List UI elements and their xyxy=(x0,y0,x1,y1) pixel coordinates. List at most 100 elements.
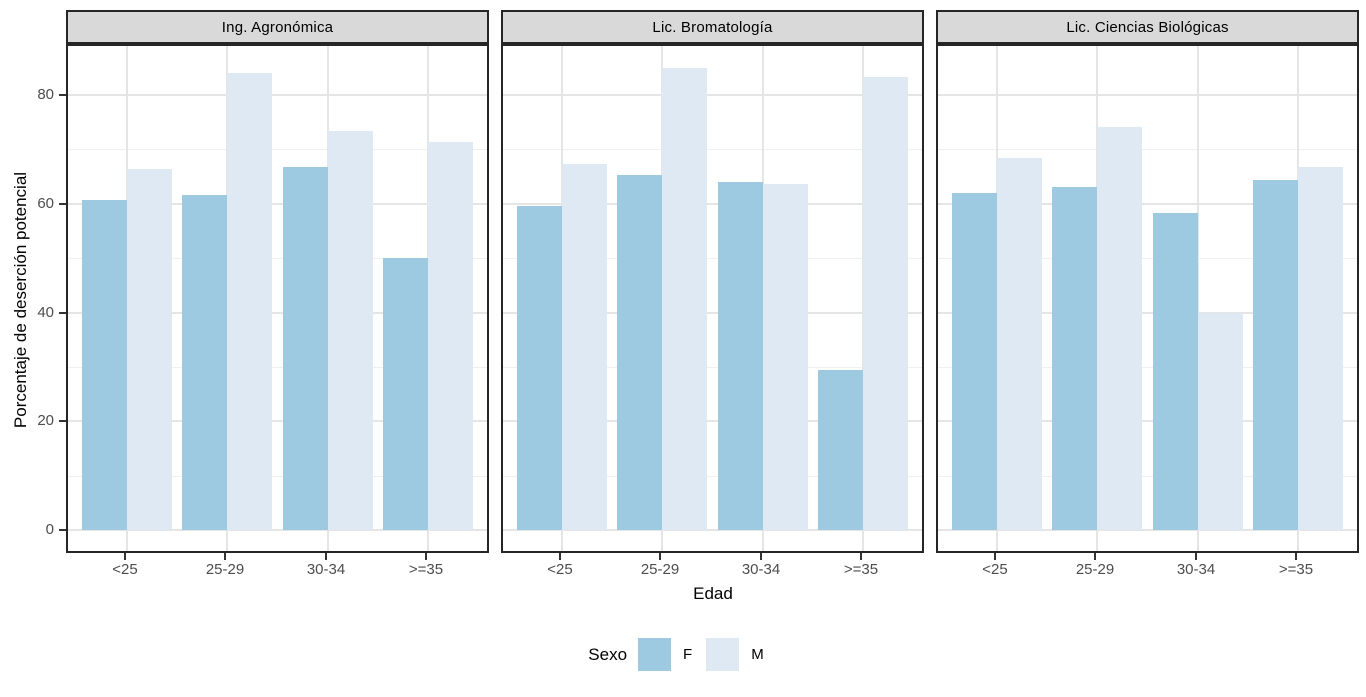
gridline-minor xyxy=(938,149,1357,151)
bar-m-25-29 xyxy=(227,73,272,530)
gridline-major xyxy=(68,529,487,531)
legend-item-f: F xyxy=(638,638,692,671)
gridline-major xyxy=(503,202,922,205)
y-tick xyxy=(59,311,66,314)
gridline-minor xyxy=(938,258,1357,260)
facet-panel xyxy=(936,44,1359,553)
legend-swatch-f xyxy=(638,638,672,671)
facet-strip: Lic. Bromatología xyxy=(501,10,924,44)
bar-f-30-34 xyxy=(1153,212,1198,530)
legend-item-label: M xyxy=(751,646,764,663)
x-tick-label: >=35 xyxy=(1278,561,1314,578)
gridline-minor xyxy=(938,366,1357,368)
bar-f-25-29 xyxy=(182,194,227,530)
legend-swatch-m xyxy=(706,638,740,671)
bar-m->=35 xyxy=(863,77,908,530)
bar-m-30-34 xyxy=(1198,312,1243,530)
bar-f-<25 xyxy=(517,205,562,530)
gridline-major xyxy=(503,94,922,96)
bar-m-<25 xyxy=(562,164,607,530)
x-tick-label: 25-29 xyxy=(1075,561,1115,578)
facet-strip-label: Lic. Ciencias Biológicas xyxy=(1066,18,1229,36)
y-tick xyxy=(59,94,66,96)
bar-f->=35 xyxy=(383,258,428,530)
y-tick-label: 0 xyxy=(45,521,54,538)
facet-strip: Ing. Agronómica xyxy=(66,10,489,44)
x-tick xyxy=(994,553,996,560)
gridline-major xyxy=(938,94,1357,96)
bar-m->=35 xyxy=(1298,167,1343,530)
facet-strip-label: Ing. Agronómica xyxy=(221,18,334,36)
x-tick-label: <25 xyxy=(982,561,1008,578)
x-tick xyxy=(224,553,226,560)
y-tick xyxy=(59,202,66,205)
x-tick xyxy=(1094,553,1096,560)
bar-m-25-29 xyxy=(1097,127,1142,530)
x-tick xyxy=(659,553,661,560)
x-tick-label: <25 xyxy=(112,561,138,578)
gridline-minor xyxy=(68,149,487,151)
x-tick-label: 30-34 xyxy=(741,561,781,578)
legend: Sexo F M xyxy=(0,638,1366,671)
gridline-vertical xyxy=(1197,46,1199,551)
bar-m-<25 xyxy=(127,169,172,530)
x-tick xyxy=(325,553,327,560)
y-tick-label: 20 xyxy=(37,412,54,430)
x-tick xyxy=(425,553,427,560)
gridline-major xyxy=(68,94,487,96)
x-tick-label: >=35 xyxy=(408,561,444,578)
bar-f-30-34 xyxy=(283,167,328,530)
bar-f->=35 xyxy=(1253,180,1298,530)
x-tick-label: 30-34 xyxy=(1176,561,1216,578)
gridline-major xyxy=(938,420,1357,423)
bar-f-25-29 xyxy=(1052,187,1097,530)
x-tick-label: >=35 xyxy=(843,561,879,578)
y-tick-label: 60 xyxy=(37,194,54,212)
gridline-major xyxy=(938,202,1357,205)
x-tick-label: <25 xyxy=(547,561,573,578)
facet-strip-label: Lic. Bromatología xyxy=(652,18,773,36)
bar-f-30-34 xyxy=(718,182,763,530)
bar-m-<25 xyxy=(997,157,1042,530)
gridline-major xyxy=(938,311,1357,314)
x-tick xyxy=(860,553,862,560)
y-tick-label: 80 xyxy=(37,86,54,103)
facet-2: Lic. Bromatología <25 25-29 30-34 >=35 xyxy=(501,0,924,620)
gridline-minor xyxy=(503,149,922,151)
legend-item-m: M xyxy=(706,638,764,671)
bar-f-25-29 xyxy=(617,174,662,530)
legend-title: Sexo xyxy=(588,644,628,664)
gridline-major xyxy=(68,202,487,205)
y-tick xyxy=(59,420,66,423)
x-tick-label: 25-29 xyxy=(205,561,245,578)
x-tick xyxy=(1295,553,1297,560)
gridline-minor xyxy=(503,258,922,260)
x-axis-title: Edad xyxy=(693,584,733,603)
bar-f-<25 xyxy=(82,200,127,530)
x-tick xyxy=(559,553,561,560)
x-tick-label: 30-34 xyxy=(306,561,346,578)
facet-1: Ing. Agronómica <25 25-29 30-34 >=35 xyxy=(66,0,489,620)
bar-m->=35 xyxy=(428,142,473,530)
y-tick xyxy=(59,529,66,531)
gridline-minor xyxy=(503,475,922,477)
gridline-major xyxy=(68,311,487,314)
y-tick-label: 40 xyxy=(37,303,54,321)
x-tick xyxy=(1195,553,1197,560)
facet-panel xyxy=(501,44,924,553)
x-tick xyxy=(760,553,762,560)
gridline-minor xyxy=(503,366,922,368)
gridline-major xyxy=(503,529,922,531)
gridline-minor xyxy=(68,475,487,477)
bar-f->=35 xyxy=(818,369,863,530)
bar-m-30-34 xyxy=(763,184,808,530)
x-tick xyxy=(124,553,126,560)
bar-m-25-29 xyxy=(662,67,707,530)
gridline-major xyxy=(503,420,922,423)
gridline-major xyxy=(938,529,1357,531)
gridline-minor xyxy=(68,258,487,260)
facet-3: Lic. Ciencias Biológicas <25 25-29 30-34 >=3… xyxy=(936,0,1359,620)
gridline-major xyxy=(68,420,487,423)
gridline-major xyxy=(503,311,922,314)
legend-item-label: F xyxy=(683,646,693,663)
